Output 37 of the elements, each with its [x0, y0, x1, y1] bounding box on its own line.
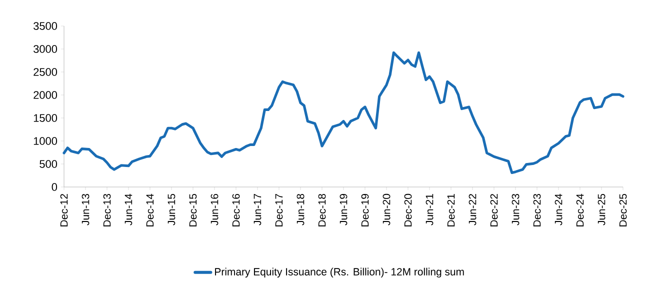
x-tick-label: Jun-18: [296, 194, 304, 226]
x-tick-label: Jun-19: [340, 194, 348, 226]
y-tick-label: 1000: [34, 137, 58, 145]
x-tick-label: Dec-25: [619, 194, 627, 226]
x-tick-label: Dec-23: [533, 194, 541, 226]
x-tick-label: Dec-17: [275, 194, 283, 226]
x-tick-label: Jun-16: [210, 194, 218, 226]
x-tick-label: Jun-24: [554, 194, 562, 226]
y-tick-label: 3500: [34, 22, 58, 30]
y-tick-label: 3000: [34, 45, 58, 53]
x-tick-label: Dec-20: [404, 194, 412, 226]
y-tick-label: 2500: [34, 68, 58, 76]
x-tick-label: Dec-15: [189, 194, 197, 226]
x-tick-label: Dec-24: [576, 194, 584, 226]
y-tick-label: 500: [40, 160, 58, 168]
x-tick-label: Jun-14: [124, 194, 132, 226]
x-tick-label: Jun-13: [82, 194, 90, 226]
y-tick-label: 0: [52, 183, 58, 191]
x-tick-label: Jun-17: [254, 194, 262, 226]
x-tick-label: Dec-18: [318, 194, 326, 226]
x-tick-label: Dec-16: [232, 194, 240, 226]
y-tick-label: 1500: [34, 114, 58, 122]
x-tick-label: Jun-23: [512, 194, 520, 226]
x-tick-label: Jun-25: [598, 194, 606, 226]
x-tick-label: Dec-14: [146, 194, 154, 226]
x-tick-label: Dec-12: [60, 194, 68, 226]
x-tick-label: Jun-20: [382, 194, 390, 226]
x-tick-label: Jun-22: [468, 194, 476, 226]
x-tick-label: Dec-19: [361, 194, 369, 226]
x-tick-label: Jun-15: [168, 194, 176, 226]
line-series: [62, 51, 624, 174]
legend-label: Primary Equity Issuance (Rs. Billion)- 12M rolling sum: [215, 268, 464, 278]
x-tick-label: Dec-13: [103, 194, 111, 226]
y-tick-label: 2000: [34, 91, 58, 99]
x-tick-label: Jun-21: [426, 194, 434, 226]
x-tick-label: Dec-21: [447, 194, 455, 226]
x-tick-label: Dec-22: [490, 194, 498, 226]
